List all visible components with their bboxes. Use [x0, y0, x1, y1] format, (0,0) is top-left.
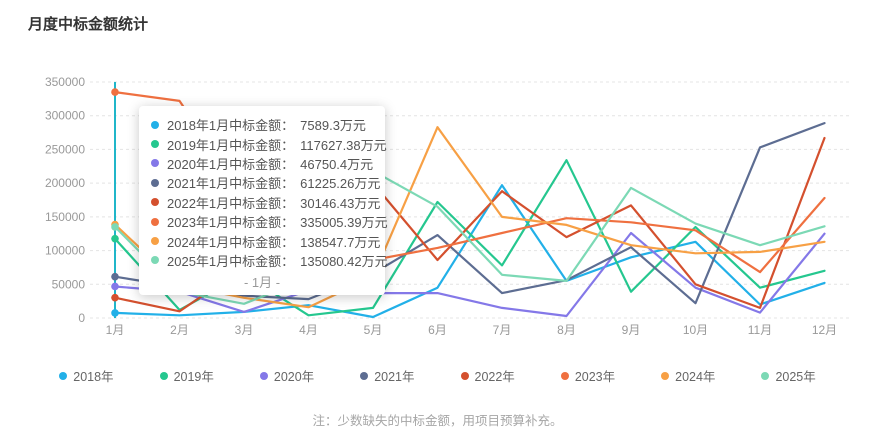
series-line-2020年[interactable]	[113, 231, 826, 318]
tooltip-row: 2023年1月中标金额： 335005.39万元	[151, 212, 388, 231]
data-point-dot[interactable]	[111, 293, 119, 302]
y-axis-label: 150000	[45, 210, 85, 224]
series-line-2025年[interactable]	[113, 169, 826, 305]
tooltip-value: 335005.39万元	[300, 215, 388, 231]
data-point-dot[interactable]	[111, 282, 119, 291]
tooltip-value: 117627.38万元	[300, 137, 387, 153]
y-axis-label: 350000	[45, 75, 85, 89]
data-point-dot[interactable]	[111, 309, 119, 317]
chart-legend: 2018年 2019年 2020年 2021年 2022年 2023年 2024年 2025年	[0, 366, 875, 385]
legend-label: 2024年	[675, 370, 716, 384]
tooltip-label: 2021年1月中标金额：	[167, 176, 295, 192]
tooltip-value: 138547.7万元	[300, 234, 381, 250]
legend-item-2024年[interactable]: 2024年	[661, 366, 715, 385]
legend-item-2025年[interactable]: 2025年	[761, 366, 816, 385]
legend-dot	[761, 371, 770, 380]
x-axis-label: 12月	[812, 323, 837, 337]
tooltip-row: 2025年1月中标金额： 135080.42万元	[151, 251, 388, 270]
tooltip-label: 2025年1月中标金额：	[167, 253, 295, 269]
legend-label: 2025年	[775, 370, 816, 384]
tooltip-value: 135080.42万元	[300, 253, 388, 269]
y-axis-label: 50000	[52, 277, 86, 291]
data-point-dot[interactable]	[111, 88, 119, 96]
legend-label: 2021年	[374, 370, 415, 384]
x-axis-label: 4月	[299, 323, 318, 337]
legend-dot	[460, 371, 469, 380]
x-axis-label: 1月	[106, 323, 125, 337]
tooltip-row: 2018年1月中标金额： 7589.3万元	[151, 115, 373, 134]
y-axis-label: 200000	[45, 176, 85, 190]
tooltip-value: 46750.4万元	[300, 156, 374, 172]
legend-dot	[360, 371, 369, 380]
series-line-2024年[interactable]	[113, 126, 826, 309]
x-axis-label: 3月	[235, 323, 254, 337]
data-point-dot[interactable]	[111, 223, 119, 231]
x-axis-label: 10月	[683, 323, 708, 337]
tooltip-label: 2024年1月中标金额：	[167, 234, 295, 250]
legend-dot	[259, 371, 268, 380]
tooltip-row: 2021年1月中标金额： 61225.26万元	[151, 173, 380, 192]
tooltip-label: 2018年1月中标金额：	[167, 118, 295, 134]
chart-tooltip: 2018年1月中标金额： 7589.3万元 2019年1月中标金额： 117627.3…	[139, 106, 388, 296]
tooltip-row: 2024年1月中标金额： 138547.7万元	[151, 231, 380, 250]
legend-label: 2019年	[173, 370, 214, 384]
data-point-dot[interactable]	[111, 234, 119, 243]
series-color-dot	[151, 178, 159, 187]
legend-label: 2018年	[73, 370, 114, 384]
y-axis-label: 300000	[45, 109, 85, 123]
legend-dot	[661, 371, 670, 380]
x-axis-label: 9月	[622, 323, 641, 337]
x-axis-label: 6月	[428, 323, 447, 337]
series-color-dot	[151, 120, 159, 129]
series-color-dot	[151, 140, 159, 149]
tooltip-label: 2020年1月中标金额：	[167, 156, 295, 172]
tooltip-row: 2022年1月中标金额： 30146.43万元	[151, 193, 380, 212]
legend-label: 2023年	[574, 370, 616, 384]
y-axis-label: 0	[78, 311, 85, 325]
x-axis-label: 7月	[493, 323, 512, 337]
legend-dot	[159, 371, 168, 380]
tooltip-label: 2023年1月中标金额：	[167, 215, 295, 231]
series-color-dot	[151, 256, 159, 265]
series-color-dot	[151, 198, 159, 207]
legend-dot	[560, 371, 569, 380]
tooltip-value: 30146.43万元	[300, 195, 381, 211]
y-axis-label: 250000	[45, 142, 85, 156]
legend-label: 2022年	[474, 370, 515, 384]
series-color-dot	[151, 159, 159, 168]
legend-item-2021年[interactable]: 2021年	[360, 366, 415, 385]
page-title: 月度中标金额统计	[28, 16, 149, 33]
legend-item-2020年[interactable]: 2020年	[259, 366, 315, 385]
legend-item-2018年[interactable]: 2018年	[59, 366, 114, 385]
y-axis-label: 100000	[45, 244, 85, 258]
x-axis-label: 2月	[170, 323, 189, 337]
legend-item-2019年[interactable]: 2019年	[159, 366, 214, 385]
tooltip-row: 2019年1月中标金额： 117627.38万元	[151, 134, 387, 153]
series-color-dot	[151, 217, 159, 226]
chart-note: 注：少数缺失的中标金额，用项目预算补充。	[312, 414, 563, 428]
x-axis-label: 8月	[557, 323, 576, 337]
tooltip-row: 2020年1月中标金额： 46750.4万元	[151, 154, 373, 173]
tooltip-label: 2022年1月中标金额：	[167, 195, 295, 211]
series-color-dot	[151, 237, 159, 246]
legend-item-2022年[interactable]: 2022年	[460, 366, 515, 385]
x-axis-label: 11月	[748, 323, 772, 337]
x-axis-label: 5月	[364, 323, 383, 337]
tooltip-value: 61225.26万元	[300, 176, 381, 192]
tooltip-footer: - 1月 -	[243, 275, 281, 291]
tooltip-rows: 2018年1月中标金额： 7589.3万元 2019年1月中标金额： 117627.3…	[151, 115, 388, 270]
legend-dot	[59, 371, 68, 380]
legend-item-2023年[interactable]: 2023年	[560, 366, 616, 385]
legend-label: 2020年	[273, 370, 315, 384]
tooltip-label: 2019年1月中标金额：	[167, 137, 295, 153]
data-point-dot[interactable]	[111, 272, 119, 281]
tooltip-value: 7589.3万元	[300, 118, 366, 134]
